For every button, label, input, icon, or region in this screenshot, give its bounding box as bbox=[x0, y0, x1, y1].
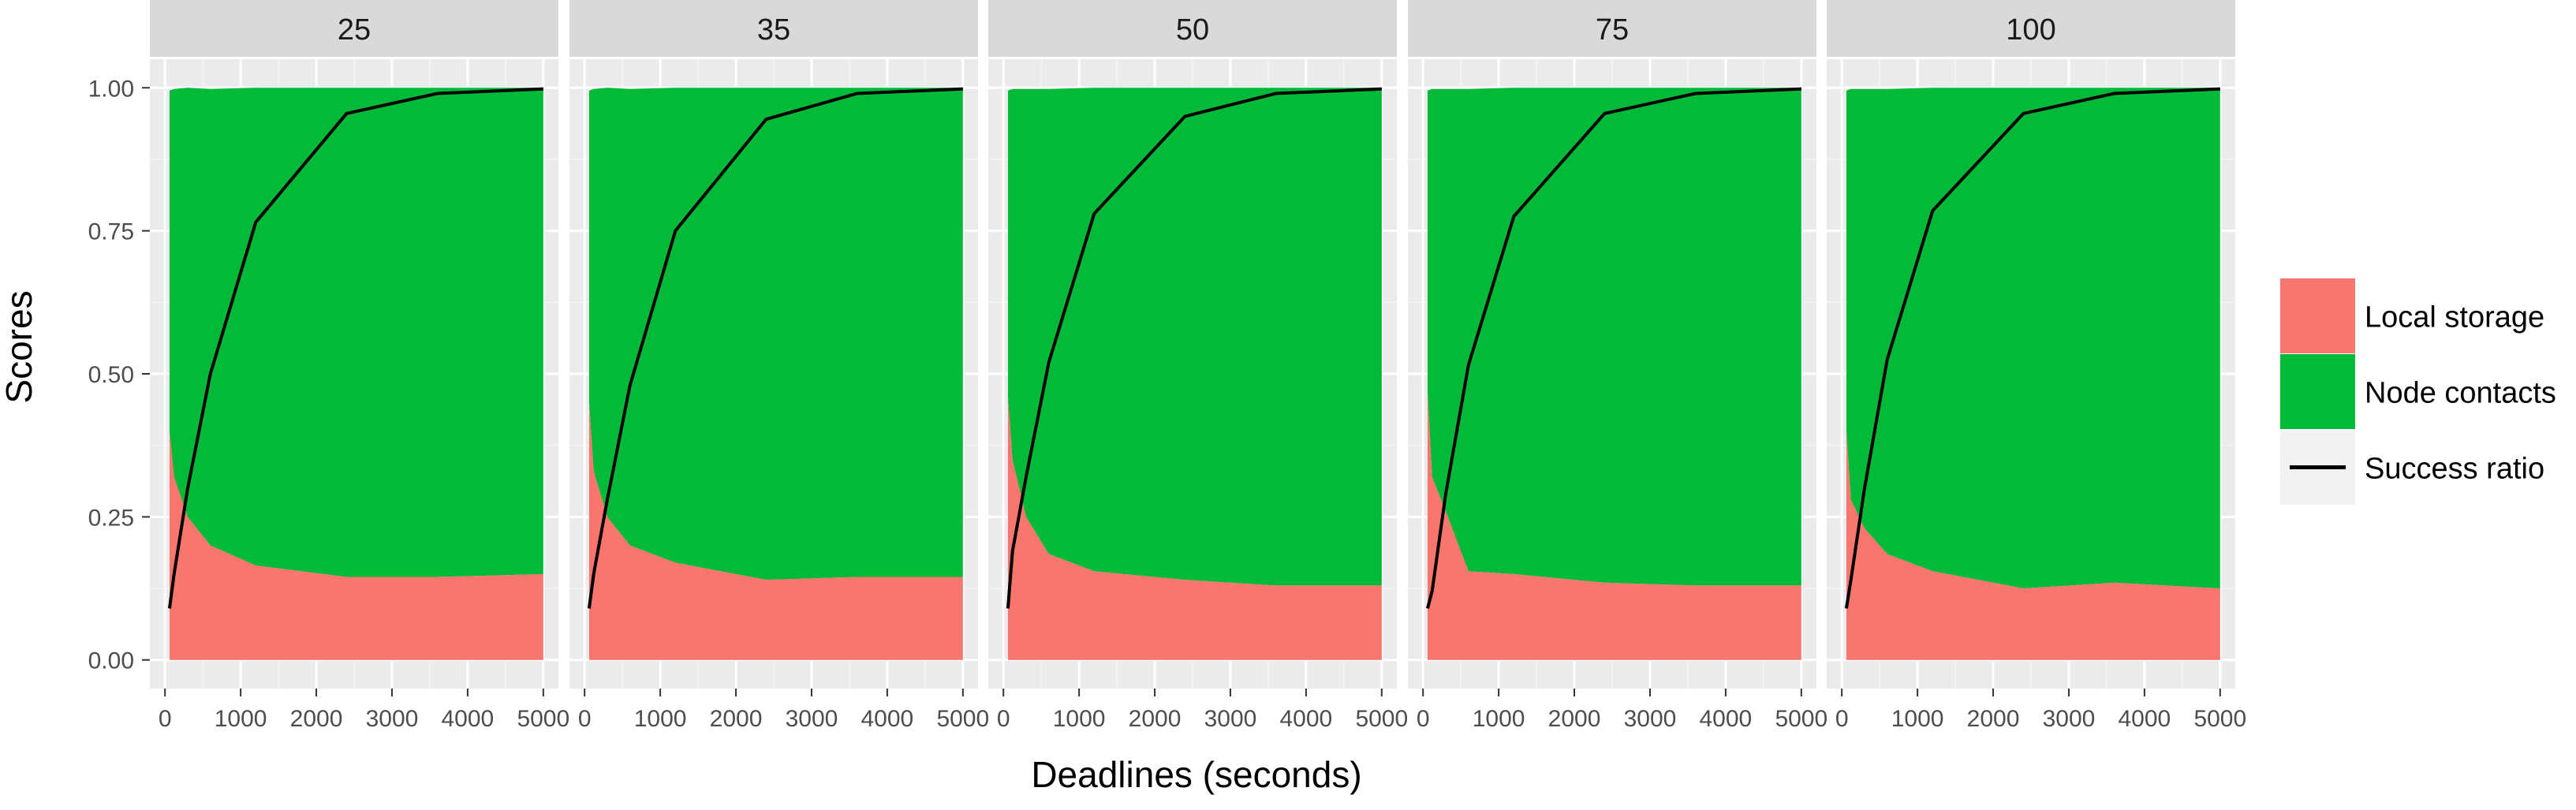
x-tick-label: 0 bbox=[997, 706, 1010, 732]
x-tick-label: 3000 bbox=[2043, 706, 2096, 732]
legend: Local storage Node contacts Success ratio bbox=[2280, 278, 2556, 505]
y-tick-label: 0.75 bbox=[88, 219, 134, 245]
x-tick-label: 4000 bbox=[2119, 706, 2171, 732]
facet-label: 25 bbox=[338, 13, 371, 47]
x-tick-label: 5000 bbox=[1355, 706, 1408, 732]
facet-label: 75 bbox=[1596, 13, 1629, 47]
x-tick-label: 1000 bbox=[1891, 706, 1944, 732]
facet-strip bbox=[150, 0, 558, 57]
x-tick-label: 3000 bbox=[1624, 706, 1677, 732]
x-tick-label: 1000 bbox=[1053, 706, 1106, 732]
x-tick-label: 4000 bbox=[1280, 706, 1333, 732]
facet-strip bbox=[569, 0, 978, 57]
facet-strip bbox=[988, 0, 1397, 57]
x-tick-label: 0 bbox=[1835, 706, 1849, 732]
local-storage-area bbox=[1427, 390, 1801, 660]
x-tick-label: 2000 bbox=[1548, 706, 1601, 732]
x-tick-label: 5000 bbox=[2193, 706, 2246, 732]
x-tick-label: 2000 bbox=[1967, 706, 2020, 732]
local-storage-area bbox=[588, 402, 963, 660]
legend-key-node bbox=[2280, 354, 2355, 429]
x-tick-label: 3000 bbox=[1204, 706, 1257, 732]
local-storage-area bbox=[1846, 431, 2220, 660]
legend-key-local bbox=[2280, 278, 2355, 353]
x-tick-label: 3000 bbox=[366, 706, 419, 732]
y-tick-label: 0.00 bbox=[88, 648, 134, 674]
legend-label-local: Local storage bbox=[2365, 301, 2544, 334]
x-tick-label: 4000 bbox=[861, 706, 914, 732]
node-contacts-area bbox=[1846, 88, 2220, 589]
x-tick-label: 5000 bbox=[1775, 706, 1827, 732]
success-ratio-line bbox=[1844, 87, 2220, 609]
facet-strip bbox=[1408, 0, 1816, 57]
node-contacts-area bbox=[588, 88, 963, 580]
x-tick-label: 5000 bbox=[517, 706, 569, 732]
x-tick-label: 4000 bbox=[442, 706, 495, 732]
facet-strip bbox=[1827, 0, 2235, 57]
x-tick-label: 1000 bbox=[1473, 706, 1525, 732]
x-tick-label: 3000 bbox=[786, 706, 838, 732]
node-contacts-area bbox=[1427, 88, 1801, 586]
x-tick-label: 5000 bbox=[936, 706, 989, 732]
facet-panel: 25 0 1000 2000 3000 4000 5000 bbox=[150, 0, 569, 732]
x-axis-title: Deadlines (seconds) bbox=[1031, 754, 1361, 795]
x-tick-label: 0 bbox=[1417, 706, 1430, 732]
success-ratio-line bbox=[1006, 87, 1382, 609]
y-tick-label: 1.00 bbox=[88, 76, 134, 102]
x-tick-label: 1000 bbox=[215, 706, 267, 732]
facet-label: 50 bbox=[1176, 13, 1209, 47]
facet-panel: 35 0 1000 2000 3000 4000 5000 bbox=[569, 0, 989, 732]
success-ratio-line bbox=[1426, 87, 1801, 609]
local-storage-area bbox=[169, 431, 543, 660]
facet-panel: 75 0 1000 2000 3000 4000 5000 bbox=[1408, 0, 1827, 732]
x-tick-label: 1000 bbox=[634, 706, 687, 732]
x-tick-label: 0 bbox=[159, 706, 172, 732]
y-tick-label: 0.25 bbox=[88, 505, 134, 531]
node-contacts-area bbox=[1007, 88, 1382, 586]
node-contacts-area bbox=[169, 88, 543, 577]
facet-panel: 1000 1000 2000 3000 4000 5000 bbox=[1827, 0, 2246, 732]
facet-label: 35 bbox=[757, 13, 790, 47]
local-storage-area bbox=[1007, 397, 1382, 660]
x-tick-label: 4000 bbox=[1700, 706, 1753, 732]
facet-label: 100 bbox=[2006, 13, 2055, 47]
y-axis-title: Scores bbox=[0, 290, 39, 403]
x-tick-label: 2000 bbox=[290, 706, 343, 732]
success-ratio-line bbox=[587, 87, 963, 609]
facet-panel: 50 0 1000 2000 3000 4000 5000 bbox=[988, 0, 1408, 732]
legend-label-success: Success ratio bbox=[2365, 453, 2544, 486]
legend-label-node: Node contacts bbox=[2365, 377, 2556, 410]
y-tick-label: 0.50 bbox=[88, 362, 134, 388]
x-tick-label: 2000 bbox=[1129, 706, 1182, 732]
x-tick-label: 0 bbox=[578, 706, 592, 732]
x-tick-label: 2000 bbox=[710, 706, 763, 732]
success-ratio-line bbox=[167, 87, 543, 609]
